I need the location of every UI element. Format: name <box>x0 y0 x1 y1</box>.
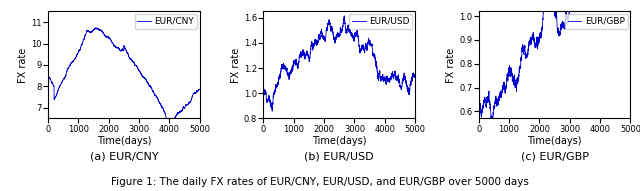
Y-axis label: FX rate: FX rate <box>447 47 456 83</box>
Y-axis label: FX rate: FX rate <box>231 47 241 83</box>
Legend: EUR/GBP: EUR/GBP <box>565 14 628 29</box>
X-axis label: Time(days): Time(days) <box>312 136 367 146</box>
Text: (c) EUR/GBP: (c) EUR/GBP <box>520 152 589 162</box>
X-axis label: Time(days): Time(days) <box>527 136 582 146</box>
X-axis label: Time(days): Time(days) <box>97 136 151 146</box>
Text: (b) EUR/USD: (b) EUR/USD <box>305 152 374 162</box>
Text: Figure 1: The daily FX rates of EUR/CNY, EUR/USD, and EUR/GBP over 5000 days: Figure 1: The daily FX rates of EUR/CNY,… <box>111 177 529 187</box>
Legend: EUR/CNY: EUR/CNY <box>134 14 197 29</box>
Text: (a) EUR/CNY: (a) EUR/CNY <box>90 152 158 162</box>
Legend: EUR/USD: EUR/USD <box>349 14 412 29</box>
Y-axis label: FX rate: FX rate <box>19 47 28 83</box>
